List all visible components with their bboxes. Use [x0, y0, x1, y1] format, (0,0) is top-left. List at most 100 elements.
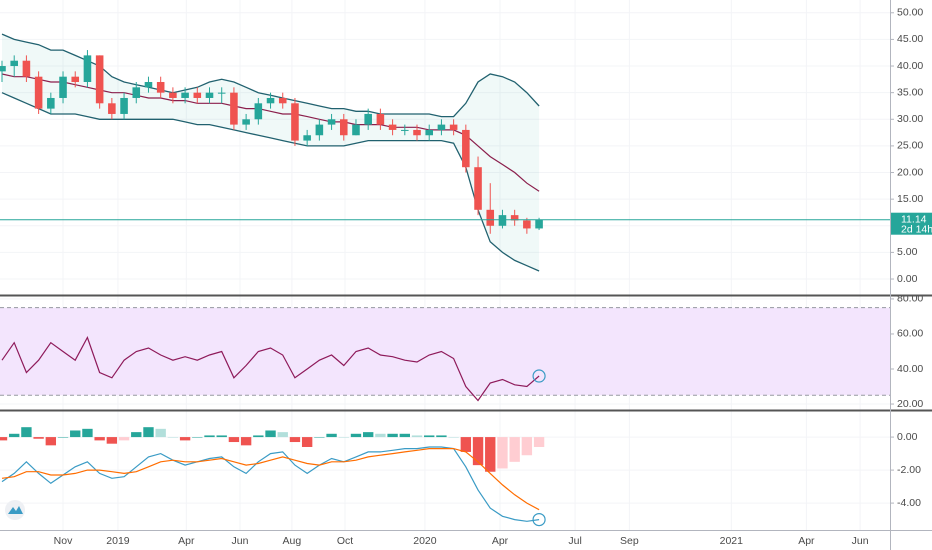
candle-body	[510, 215, 519, 221]
macd-histogram-bar	[338, 437, 349, 438]
rsi-line	[1, 336, 540, 402]
macd-histogram-bar	[94, 437, 105, 441]
y-tick-label: 30.00	[897, 113, 923, 125]
y-tick-label: 15.00	[897, 193, 923, 205]
x-tick-label: Jul	[568, 535, 581, 547]
y-tick-label: 40.00	[897, 363, 923, 375]
macd-histogram-bar	[204, 435, 215, 438]
macd-histogram-bar	[460, 437, 472, 452]
candle-body	[291, 103, 299, 141]
y-tick-label: 5.00	[897, 246, 918, 258]
macd-histogram-bar	[0, 437, 8, 441]
y-tick-label: -4.00	[897, 497, 921, 509]
candle-body	[120, 97, 128, 114]
candle-body	[462, 129, 470, 168]
candle-body	[34, 76, 43, 109]
candle-body	[266, 97, 275, 104]
rsi-band-fill	[0, 307, 890, 396]
candle-body	[327, 119, 336, 125]
candle-body	[22, 60, 31, 77]
candle-body	[95, 55, 104, 104]
x-tick-label: Nov	[54, 535, 73, 547]
y-tick-label: 20.00	[897, 398, 923, 410]
macd-histogram-bar	[448, 437, 459, 438]
macd-histogram-bar	[70, 430, 81, 438]
macd-histogram-bar	[33, 437, 44, 439]
macd-histogram-bar	[179, 437, 191, 441]
y-tick-label: 35.00	[897, 86, 923, 98]
candle-body	[254, 103, 263, 120]
candle-body	[413, 129, 421, 136]
bollinger-lower	[1, 92, 540, 272]
macd-histogram-bar	[497, 437, 508, 469]
y-tick-label: 40.00	[897, 60, 923, 72]
x-tick-label: 2019	[106, 535, 130, 547]
macd-histogram-bar	[424, 435, 435, 438]
x-tick-label: 2021	[720, 535, 744, 547]
y-tick-label: 25.00	[897, 140, 923, 152]
macd-histogram-bar	[253, 435, 264, 438]
macd-histogram-bar	[57, 437, 69, 438]
candle-body	[132, 87, 141, 98]
x-tick-label: Apr	[178, 535, 195, 547]
candle-body	[47, 97, 55, 109]
macd-histogram-bar	[82, 428, 93, 438]
candle-body	[303, 135, 311, 141]
candle-body	[278, 97, 287, 104]
macd-histogram-bar	[167, 437, 179, 438]
candle-body	[523, 220, 531, 229]
candle-body	[339, 119, 348, 136]
macd-histogram-bar	[240, 437, 252, 446]
macd-histogram-bar	[192, 437, 203, 438]
macd-histogram-bar	[131, 432, 142, 438]
candle-body	[437, 124, 446, 130]
macd-histogram-bar	[314, 437, 325, 438]
y-tick-label: 20.00	[897, 166, 923, 178]
macd-histogram-bar	[521, 437, 533, 456]
macd-histogram-bar	[375, 433, 386, 438]
macd-histogram-bar	[399, 433, 410, 438]
candle-body	[217, 92, 226, 94]
candle-body	[230, 92, 238, 125]
x-tick-label: Oct	[337, 535, 353, 547]
candle-body	[193, 92, 202, 98]
macd-histogram-bar	[21, 427, 32, 438]
candle-body	[486, 209, 495, 226]
last-price-tag	[891, 212, 932, 235]
candle-body	[83, 55, 92, 83]
x-tick-label: Sep	[620, 535, 639, 547]
macd-histogram-bar	[265, 430, 276, 438]
macd-histogram-bar	[45, 437, 57, 446]
macd-histogram-bar	[106, 437, 118, 444]
countdown-label: 2d 14h	[901, 223, 932, 235]
x-tick-label: 2020	[413, 535, 437, 547]
candle-body	[156, 82, 165, 93]
candle-body	[474, 167, 482, 210]
candle-body	[352, 124, 360, 136]
y-tick-label: 0.00	[897, 273, 918, 285]
y-tick-label: 0.00	[897, 431, 918, 443]
macd-histogram-bar	[362, 432, 374, 438]
macd-histogram-bar	[118, 437, 130, 441]
y-tick-label: -2.00	[897, 464, 921, 476]
macd-histogram-bar	[155, 428, 166, 438]
logo	[5, 500, 25, 520]
candle-body	[169, 92, 177, 98]
candle-body	[71, 76, 80, 83]
candle-body	[205, 92, 214, 98]
macd-histogram-bar	[472, 437, 484, 466]
candle-body	[144, 82, 153, 88]
candle-body	[108, 103, 116, 114]
candle-body	[59, 76, 67, 98]
bollinger-middle	[1, 73, 540, 192]
macd-annotation-circle	[532, 513, 546, 527]
macd-histogram-bar	[277, 432, 288, 438]
x-tick-label: Jun	[852, 535, 869, 547]
candle-body	[0, 66, 6, 72]
last-price-label: 11.14	[901, 213, 927, 225]
candle-body	[449, 124, 458, 130]
candle-body	[315, 124, 324, 136]
candle-body	[364, 113, 372, 125]
